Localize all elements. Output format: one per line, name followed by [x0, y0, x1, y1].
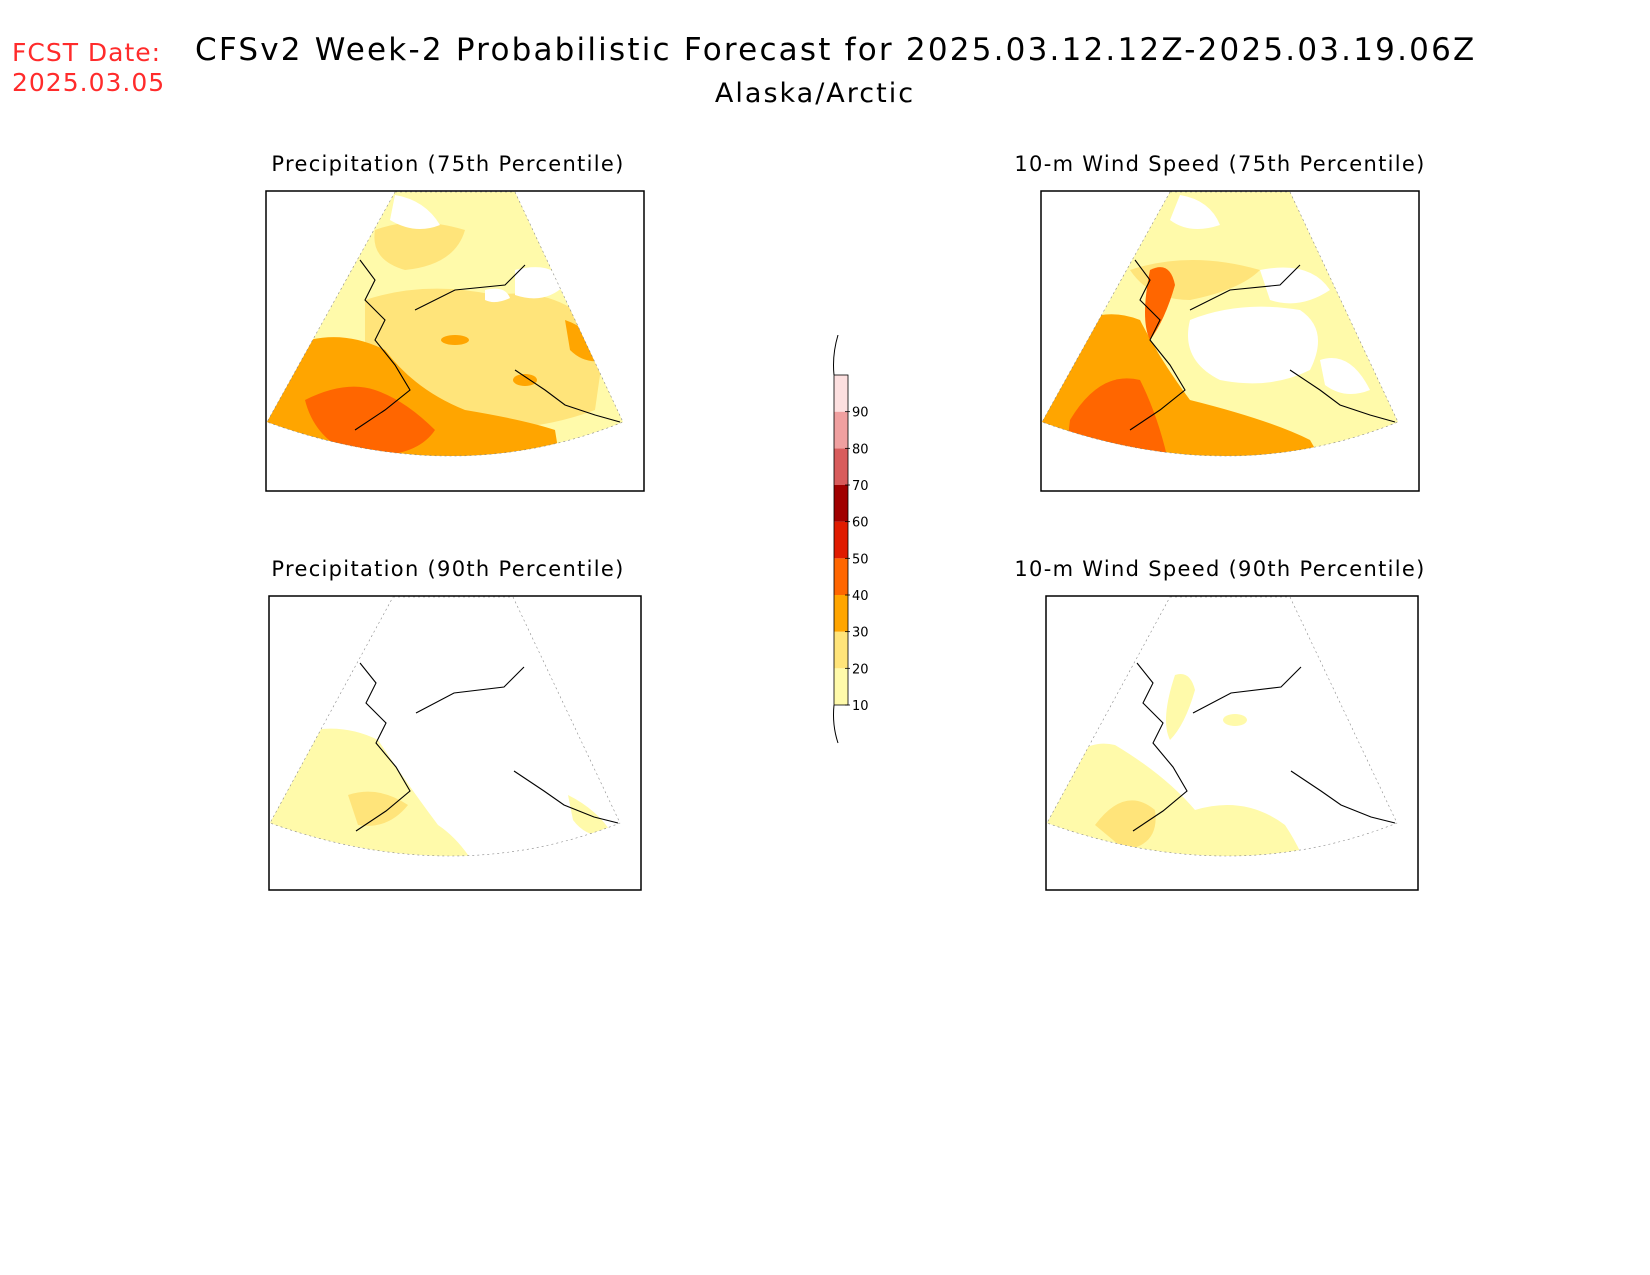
forecast-date-label: FCST Date: 2025.03.05: [12, 38, 165, 98]
colorbar-label-40: 40: [852, 589, 869, 604]
colorbar-swatch-80: [834, 411, 848, 449]
colorbar-label-90: 90: [852, 406, 869, 421]
colorbar-swatch-60: [834, 485, 848, 522]
colorbar-label-80: 80: [852, 442, 869, 457]
colorbar-swatch-40: [834, 558, 848, 595]
colorbar-label-60: 60: [852, 516, 869, 531]
page-title: CFSv2 Week-2 Probabilistic Forecast for …: [195, 32, 1477, 68]
colorbar-label-30: 30: [852, 626, 869, 641]
map-wind-75: [1040, 190, 1420, 492]
fcst-label: FCST Date:: [12, 38, 162, 67]
colorbar-swatch-50: [834, 521, 848, 559]
panel-title-precip-90: Precipitation (90th Percentile): [271, 557, 625, 581]
colorbar-label-10: 10: [852, 699, 869, 714]
map-precip-90: [268, 595, 642, 891]
colorbar-swatch-20: [834, 631, 848, 669]
colorbar-swatch-70: [834, 448, 848, 485]
fcst-date: 2025.03.05: [12, 68, 166, 97]
probability-colorbar: 10 20 30 40 50 60 70 80 90: [833, 335, 869, 744]
colorbar-swatch-10: [834, 668, 848, 705]
map-precip-75: [265, 190, 645, 492]
colorbar-label-50: 50: [852, 552, 869, 567]
map-wind-90: [1045, 595, 1419, 891]
panel-title-wind-75: 10-m Wind Speed (75th Percentile): [1014, 152, 1426, 176]
colorbar-swatch-30: [834, 595, 848, 632]
panel-title-wind-90: 10-m Wind Speed (90th Percentile): [1014, 557, 1426, 581]
panel-title-precip-75: Precipitation (75th Percentile): [271, 152, 625, 176]
colorbar-label-20: 20: [852, 662, 869, 677]
region-subtitle: Alaska/Arctic: [714, 78, 916, 109]
colorbar-swatch-90: [834, 375, 848, 412]
colorbar-label-70: 70: [852, 479, 869, 494]
